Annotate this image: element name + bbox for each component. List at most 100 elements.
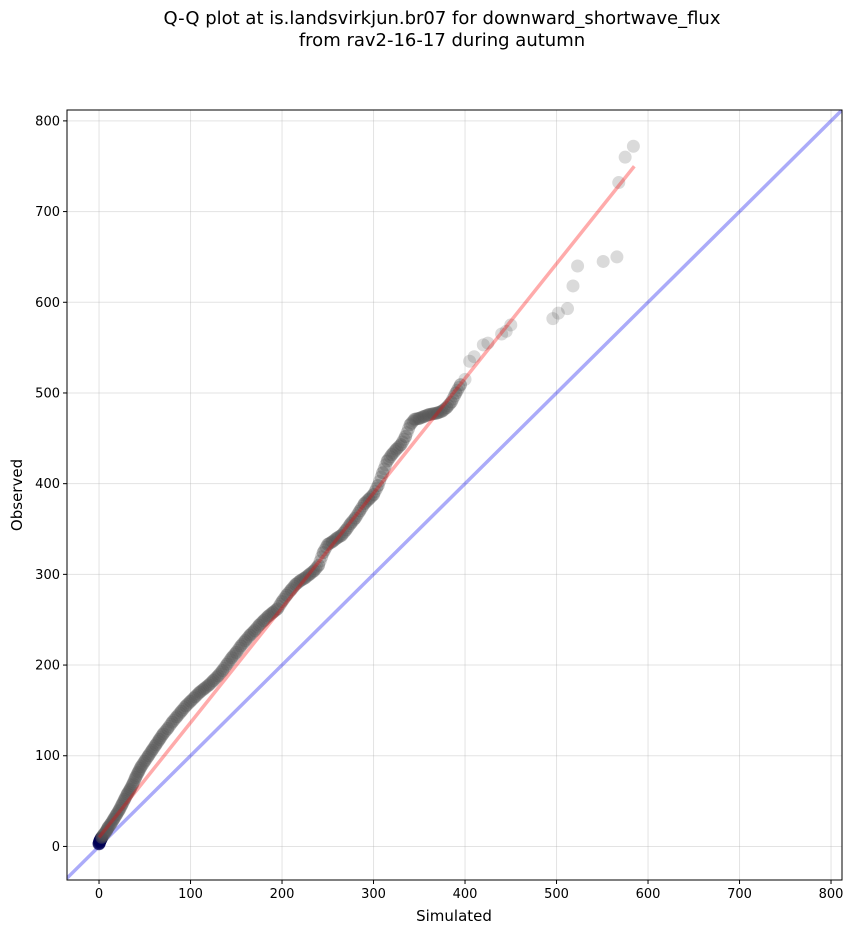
data-point: [306, 565, 320, 579]
data-point: [278, 590, 292, 604]
data-point: [232, 641, 246, 655]
data-point: [95, 830, 109, 844]
data-point: [452, 381, 466, 395]
data-point: [267, 604, 281, 618]
identity-line: [67, 110, 842, 880]
data-point: [174, 704, 188, 718]
data-point: [118, 792, 132, 806]
data-point: [182, 696, 196, 710]
data-point: [129, 771, 143, 785]
data-point: [109, 808, 123, 822]
data-point: [126, 777, 140, 791]
data-point: [134, 760, 148, 774]
data-point: [281, 586, 295, 600]
data-point: [374, 470, 388, 484]
y-tick-label: 700: [35, 205, 60, 220]
data-point: [450, 383, 464, 397]
data-point: [167, 713, 181, 727]
data-point: [216, 663, 230, 677]
data-point: [411, 412, 425, 426]
data-point: [551, 306, 565, 320]
data-point: [191, 687, 205, 701]
data-point: [273, 597, 287, 611]
data-point: [245, 627, 259, 641]
data-point: [161, 722, 175, 736]
data-point: [234, 639, 248, 653]
data-point: [143, 747, 157, 761]
data-point: [296, 572, 310, 586]
data-point: [446, 392, 460, 406]
plot-frame: [66, 109, 843, 881]
grid: [67, 110, 842, 880]
data-point: [342, 519, 356, 533]
data-point: [199, 680, 213, 694]
data-point: [444, 395, 458, 409]
data-point: [103, 818, 117, 832]
data-point: [135, 758, 149, 772]
data-point: [177, 701, 191, 715]
data-point: [371, 478, 385, 492]
x-tick-label: 800: [819, 887, 844, 902]
data-point: [235, 637, 249, 651]
data-point: [481, 336, 495, 350]
data-point: [165, 715, 179, 729]
data-point: [97, 828, 111, 842]
data-point: [287, 579, 301, 593]
data-point: [357, 497, 371, 511]
data-point: [392, 439, 406, 453]
data-point: [373, 474, 387, 488]
data-point: [397, 432, 411, 446]
data-point: [307, 564, 321, 578]
x-axis-label: Simulated: [416, 907, 492, 925]
data-point: [571, 259, 585, 273]
y-tick-label: 0: [52, 840, 60, 855]
x-tick-label: 400: [453, 887, 478, 902]
data-point: [293, 574, 307, 588]
data-point: [137, 756, 151, 770]
data-point: [238, 634, 252, 648]
data-point: [499, 324, 513, 338]
data-point: [212, 667, 226, 681]
data-point: [145, 743, 159, 757]
data-point: [290, 576, 304, 590]
data-point: [252, 618, 266, 632]
data-point: [125, 779, 139, 793]
data-point: [115, 798, 129, 812]
data-point: [170, 710, 184, 724]
data-point: [152, 732, 166, 746]
data-point: [112, 803, 126, 817]
axis-ticks: 0 100 200 300 400 500 600 700 800 0 100 200 300 400 50…: [35, 114, 843, 902]
data-point: [176, 702, 190, 716]
data-point: [124, 780, 138, 794]
data-point: [310, 560, 324, 574]
data-point: [322, 537, 336, 551]
y-tick-label: 100: [35, 749, 60, 764]
data-point: [144, 745, 158, 759]
data-point: [257, 614, 271, 628]
data-point: [98, 826, 112, 840]
data-point: [237, 635, 251, 649]
data-point: [280, 588, 294, 602]
y-tick-label: 600: [35, 296, 60, 311]
data-point: [154, 731, 168, 745]
data-point: [441, 399, 455, 413]
data-point: [260, 611, 274, 625]
data-point: [353, 504, 367, 518]
data-point: [336, 527, 350, 541]
data-point: [420, 408, 434, 422]
data-point: [376, 466, 390, 480]
data-point: [164, 717, 178, 731]
data-point: [180, 697, 194, 711]
data-point: [382, 452, 396, 466]
data-point: [467, 350, 481, 364]
data-point: [321, 537, 335, 551]
data-point: [423, 407, 437, 421]
plot-area: [67, 110, 842, 880]
chart-title-line-2: from rav2-16-17 during autumn: [298, 30, 586, 51]
data-point: [626, 139, 640, 153]
data-point: [131, 765, 145, 779]
data-point: [225, 651, 239, 665]
data-point: [463, 354, 477, 368]
data-point: [123, 782, 137, 796]
data-point: [264, 607, 278, 621]
